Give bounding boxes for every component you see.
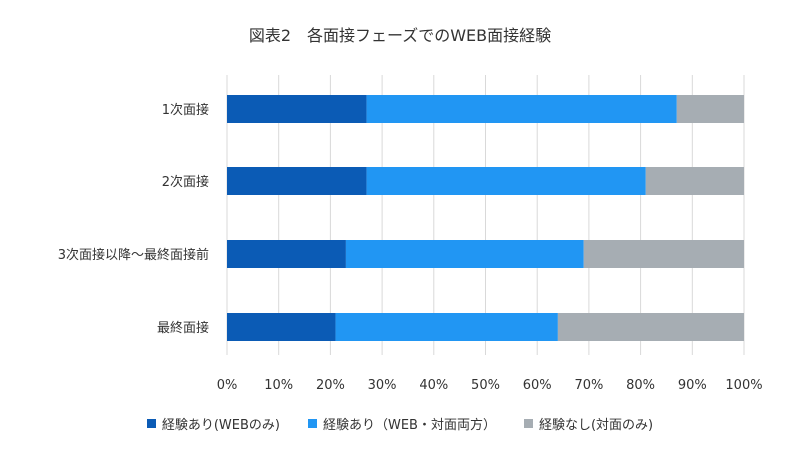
category-label: 2次面接 xyxy=(162,174,209,190)
legend-swatch xyxy=(146,419,156,428)
x-tick-label: 40% xyxy=(419,378,448,393)
x-tick-label: 100% xyxy=(725,378,762,393)
bar-segment-series-1 xyxy=(227,240,346,268)
x-tick-label: 70% xyxy=(574,378,603,393)
x-tick-label: 60% xyxy=(523,378,552,393)
bar-segment-series-2 xyxy=(335,313,558,341)
bar-segment-series-2 xyxy=(366,167,646,195)
legend-label: 経験あり(WEBのみ) xyxy=(161,418,280,433)
x-tick-label: 10% xyxy=(264,378,293,393)
chart-title: 図表2 各面接フェーズでのWEB面接経験 xyxy=(248,26,552,45)
bar-segment-series-2 xyxy=(345,240,584,268)
category-label: 3次面接以降～最終面接前 xyxy=(58,247,209,263)
legend-swatch xyxy=(523,419,533,428)
category-label: 1次面接 xyxy=(162,102,209,118)
bar-segment-series-3 xyxy=(557,313,744,341)
legend-label: 経験あり（WEB・対面両方） xyxy=(322,418,496,433)
bar-segment-series-1 xyxy=(227,313,336,341)
x-tick-label: 0% xyxy=(217,378,238,393)
bar-segment-series-3 xyxy=(645,167,744,195)
bar-segment-series-1 xyxy=(227,95,367,123)
legend-item: 経験あり(WEBのみ) xyxy=(146,414,280,433)
bar-segment-series-1 xyxy=(227,167,367,195)
bar-segment-series-3 xyxy=(583,240,744,268)
x-tick-label: 90% xyxy=(678,378,707,393)
x-tick-label: 80% xyxy=(626,378,655,393)
legend-item: 経験あり（WEB・対面両方） xyxy=(307,414,496,433)
legend: 経験あり(WEBのみ) 経験あり（WEB・対面両方） 経験なし(対面のみ) xyxy=(0,414,800,433)
bar-segment-series-3 xyxy=(676,95,744,123)
x-tick-label: 20% xyxy=(316,378,345,393)
bar-segment-series-2 xyxy=(366,95,677,123)
legend-label: 経験なし(対面のみ) xyxy=(538,418,654,433)
x-tick-label: 30% xyxy=(368,378,397,393)
legend-swatch xyxy=(307,419,317,428)
legend-item: 経験なし(対面のみ) xyxy=(523,414,654,433)
x-tick-label: 50% xyxy=(471,378,500,393)
category-label: 最終面接 xyxy=(157,320,209,336)
